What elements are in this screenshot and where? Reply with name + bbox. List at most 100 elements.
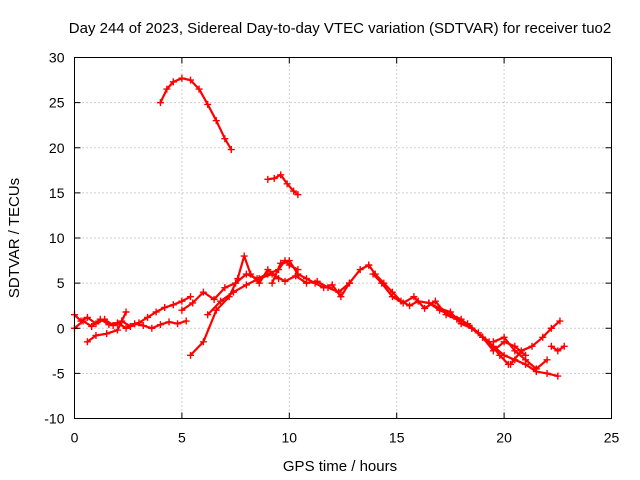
data-point [152,308,160,316]
data-point [457,320,465,328]
x-tick-label: 25 [604,430,620,446]
data-point [234,275,242,283]
data-point [221,135,229,143]
data-point [500,333,508,341]
axis-ticks: 0 5 10 15 20 25 -10 -5 0 5 10 15 20 25 30 [44,50,619,446]
data-point [522,356,530,364]
data-point [148,324,156,332]
data-point [122,324,130,332]
series-segment-7 [268,257,353,301]
data-point [105,321,113,329]
series-segment-4 [178,257,302,314]
data-point [221,284,229,292]
data-point [186,76,194,84]
data-point [507,360,515,368]
data-point [468,324,476,332]
data-point [446,308,454,316]
series-segment-12 [489,333,551,373]
x-tick-label: 5 [178,430,186,446]
data-point [178,297,186,305]
data-point [294,191,302,199]
data-point [532,365,540,373]
data-point [186,293,194,301]
data-point [277,259,285,267]
data-point [528,342,536,350]
data-point [436,304,444,312]
data-point [294,270,302,278]
data-point [161,303,169,311]
data-point [144,313,152,321]
data-point [242,281,250,289]
data-point [195,85,203,93]
data-point [442,311,450,319]
data-point [247,270,255,278]
data-point [174,320,182,328]
data-point [489,338,497,346]
data-point [96,315,104,323]
data-point [189,299,197,307]
data-point [345,279,353,287]
data-point [165,318,173,326]
data-point [264,175,272,183]
data-point [399,299,407,307]
data-point [489,347,497,355]
data-point [543,356,551,364]
x-tick-label: 20 [496,430,512,446]
data-point [421,304,429,312]
data-point [88,322,96,330]
y-tick-label: -5 [52,365,65,381]
data-point [560,342,568,350]
data-point [163,85,171,93]
data-point [281,277,289,285]
data-point [204,100,212,108]
data-point [156,321,164,329]
data-point [270,174,278,182]
data-point [139,322,147,330]
series-line [159,77,233,151]
series-segment-11 [507,317,564,368]
data-point [186,351,194,359]
data-point [178,74,186,82]
data-point [365,261,373,269]
data-point [199,288,207,296]
data-point [554,372,562,380]
series-segment-9 [369,270,512,368]
data-point [217,297,225,305]
data-point [103,330,111,338]
data-point [543,369,551,377]
data-point [156,99,164,107]
series-segment-3 [83,308,130,346]
data-point [320,284,328,292]
data-point [496,351,504,359]
x-axis-label: GPS time / hours [283,458,397,475]
data-point [283,180,291,188]
series-segment-5 [186,252,283,359]
data-point [264,266,272,274]
data-point [210,295,218,303]
y-tick-label: 0 [57,320,65,336]
series-segment-6 [204,261,373,319]
data-point [556,317,564,325]
y-tick-label: 10 [49,230,65,246]
x-tick-label: 10 [282,430,298,446]
y-axis-label: SDTVAR / TECUs [6,178,23,298]
x-tick-label: 15 [389,430,405,446]
data-point [199,338,207,346]
data-point [182,317,190,325]
data-point [517,347,525,355]
data-point [406,302,414,310]
data-point [277,171,285,179]
data-point [554,347,562,355]
data-point [178,306,186,314]
data-point [268,279,276,287]
data-point [511,347,519,355]
series-line [372,273,510,366]
y-tick-label: 15 [49,185,65,201]
y-tick-label: 30 [49,50,65,66]
data-point [311,279,319,287]
data-point [212,306,220,314]
data-point [92,331,100,339]
data-point [388,293,396,301]
y-tick-label: 20 [49,140,65,156]
data-point [547,342,555,350]
